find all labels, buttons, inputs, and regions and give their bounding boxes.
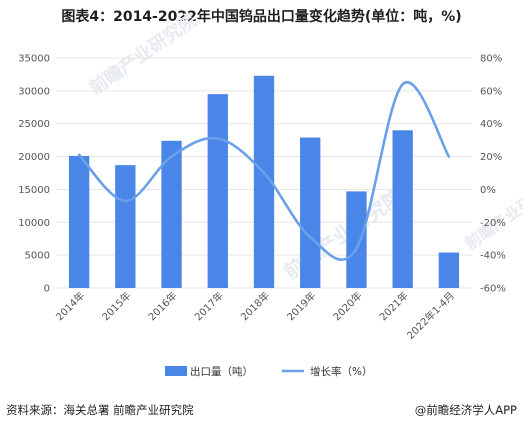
source-note: 资料来源：海关总署 前瞻产业研究院 [6,403,194,417]
y-right-ticks: -60% -40% -20% 0% 20% 40% 60% 80% [480,54,506,295]
bar [438,252,460,288]
y-left-tick-label: 25000 [18,119,50,130]
y-right-tick-label: -20% [480,218,506,229]
y-left-tick-label: 0 [44,284,50,295]
legend-line-label: 增长率（%） [310,365,372,378]
x-tick-label: 2021年 [377,289,411,323]
x-tick-label: 2014年 [53,289,87,323]
bar [253,75,275,288]
y-right-tick-label: -60% [480,284,506,295]
bar-series [68,75,460,289]
legend-bar-swatch [165,366,187,376]
y-left-tick-label: 15000 [18,185,50,196]
x-tick-label: 2016年 [145,289,179,323]
x-tick-label: 2015年 [99,289,133,323]
y-left-tick-label: 20000 [18,152,50,163]
x-tick-label: 2020年 [330,289,364,323]
y-left-tick-label: 5000 [25,251,50,262]
bar [207,94,228,289]
y-left-tick-label: 35000 [18,54,50,65]
x-tick-label: 2018年 [238,289,272,323]
bar [346,191,367,288]
growth-line [77,80,451,261]
bar [300,137,321,288]
y-right-tick-label: 80% [480,54,502,65]
chart-title: 图表4：2014-2022年中国钨品出口量变化趋势(单位：吨，%) [61,9,462,25]
y-left-tick-label: 10000 [18,218,50,229]
bar [161,140,182,288]
x-tick-label: 2019年 [284,289,318,323]
y-right-tick-label: 0% [480,185,496,196]
watermark-text: 前瞻产业研究院 [279,184,407,284]
bar [392,130,413,288]
y-left-ticks: 0 5000 10000 15000 20000 25000 30000 35000 [18,54,50,295]
bar [68,155,90,288]
x-tick-label: 2022年1-4月 [404,289,457,342]
watermark-text: 前瞻产业研究院 [85,9,201,99]
bar [115,165,136,288]
y-right-tick-label: 40% [480,119,502,130]
line-series [77,80,451,261]
x-tick-label: 2017年 [192,289,226,323]
x-ticks: 2014年 2015年 2016年 2017年 2018年 2019年 2020年 2021年… [53,289,457,342]
y-left-tick-label: 30000 [18,86,50,97]
legend: 出口量（吨） 增长率（%） [165,365,372,378]
y-right-tick-label: 60% [480,86,502,97]
brand-note: @前瞻经济学人APP [414,403,517,417]
y-right-tick-label: 20% [480,152,502,163]
y-right-tick-label: -40% [480,251,506,262]
legend-bar-label: 出口量（吨） [190,365,253,378]
